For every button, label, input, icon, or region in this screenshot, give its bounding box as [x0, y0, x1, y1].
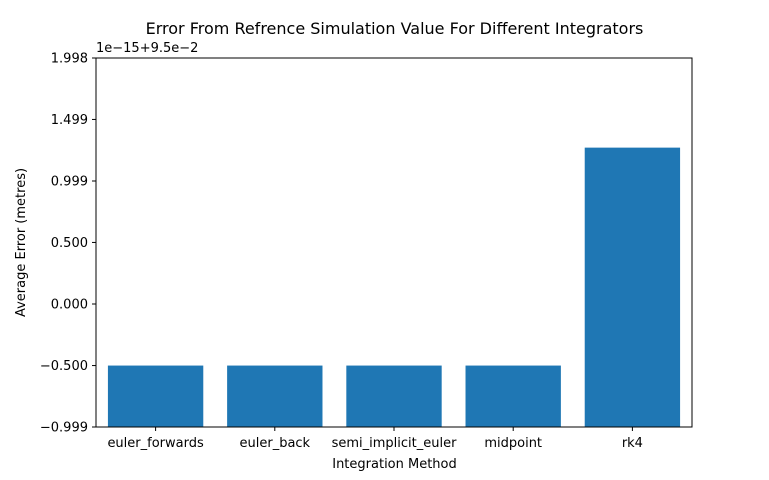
x-tick-label: semi_implicit_euler [332, 436, 458, 451]
y-tick-label: 0.500 [51, 236, 88, 251]
bar-midpoint [465, 365, 561, 427]
bar-euler-back [227, 365, 323, 427]
y-tick-label: 1.998 [51, 52, 88, 67]
bar-rk4 [584, 147, 681, 427]
x-tick-label: euler_forwards [107, 436, 204, 451]
x-tick-label: euler_back [240, 436, 311, 451]
plot-frame [95, 57, 693, 428]
bar-semi-implicit-euler [346, 365, 442, 427]
y-tick-label: 1.499 [51, 113, 88, 128]
bar-euler-forwards [107, 365, 204, 427]
x-tick-label: rk4 [622, 436, 643, 451]
x-axis-label: Integration Method [332, 457, 457, 472]
y-axis-label: Average Error (metres) [14, 168, 29, 317]
y-tick-label: −0.999 [40, 421, 88, 436]
y-tick-label: 0.000 [51, 298, 88, 313]
chart-title: Error From Refrence Simulation Value For… [146, 19, 644, 38]
bars-layer [107, 147, 681, 427]
x-ticks-layer: euler_forwards euler_back semi_implicit_eu… [107, 427, 643, 451]
y-tick-label: 0.999 [51, 175, 88, 190]
y-axis-offset-label: 1e−15+9.5e−2 [96, 41, 198, 56]
y-tick-label: −0.500 [40, 359, 88, 374]
y-ticks-layer: −0.999 −0.500 0.000 0.500 0.999 1.499 1.998 [40, 52, 96, 436]
x-tick-label: midpoint [484, 436, 542, 451]
